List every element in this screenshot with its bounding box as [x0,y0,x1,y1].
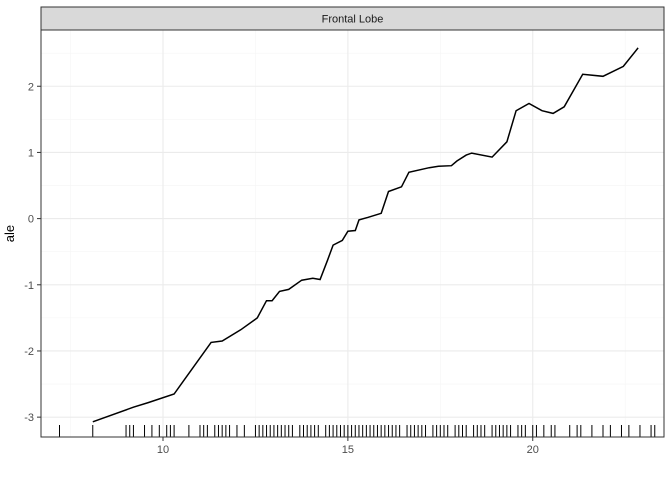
rug-marks [58,425,656,437]
x-tick-label: 20 [527,444,539,456]
y-tick-label: 0 [28,214,34,226]
x-axis: 10 15 20 [157,437,539,456]
y-axis-title: ale [2,225,17,242]
x-tick-label: 10 [157,444,169,456]
x-tick-label: 15 [342,444,354,456]
ale-series-line [92,47,639,423]
y-axis: -3 -2 -1 0 1 2 [24,81,41,424]
minor-gridlines [41,30,664,437]
y-tick-label: 2 [28,81,34,93]
y-tick-label: -1 [24,280,34,292]
y-tick-label: 1 [28,147,34,159]
y-tick-label: -2 [24,346,34,358]
facet-strip-label: Frontal Lobe [322,14,384,26]
y-tick-label: -3 [24,412,34,424]
major-gridlines [41,30,664,437]
facet-strip [40,6,665,31]
